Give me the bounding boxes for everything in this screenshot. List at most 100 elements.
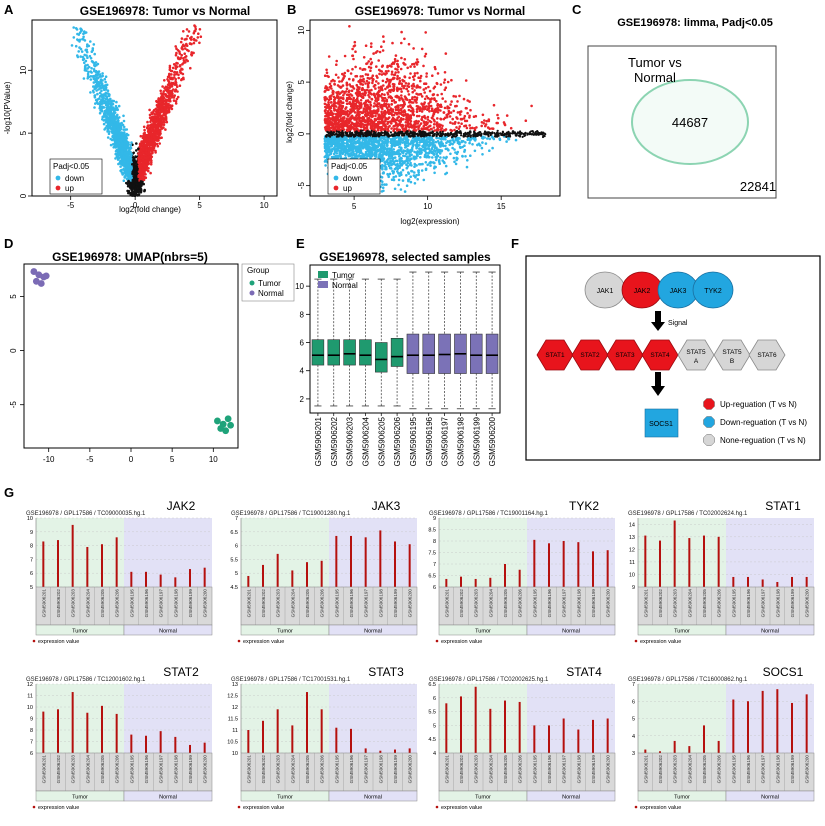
ma-point — [383, 148, 386, 151]
volcano-point — [154, 119, 157, 122]
ma-point — [397, 104, 400, 107]
ma-point — [325, 153, 328, 156]
ma-point — [397, 71, 400, 74]
volcano-point — [181, 68, 184, 71]
ma-point — [344, 72, 347, 75]
volcano-point — [118, 145, 121, 148]
volcano-point — [159, 90, 162, 93]
ma-point — [428, 125, 431, 128]
volcano-point — [106, 118, 109, 121]
volcano-xtick-label: 5 — [197, 201, 202, 210]
ma-point — [424, 31, 427, 34]
ma-point — [409, 104, 412, 107]
ma-point — [391, 178, 394, 181]
volcano-point — [198, 42, 201, 45]
volcano-point — [160, 105, 163, 108]
panel-letter-a: A — [4, 2, 14, 17]
volcano-point — [189, 67, 192, 70]
ma-point — [404, 190, 407, 193]
volcano-point — [158, 130, 161, 133]
ma-point — [365, 44, 368, 47]
ma-point — [407, 90, 410, 93]
volcano-point — [117, 117, 120, 120]
ma-point — [425, 72, 428, 75]
volcano-point — [127, 161, 130, 164]
volcano-point — [166, 103, 169, 106]
volcano-point — [144, 144, 147, 147]
volcano-point — [101, 110, 104, 113]
ma-point — [393, 128, 396, 131]
ma-point — [353, 45, 356, 48]
ma-point — [449, 140, 452, 143]
ma-point — [436, 82, 439, 85]
volcano-point — [141, 173, 144, 176]
volcano-point — [76, 38, 79, 41]
volcano-point — [165, 115, 168, 118]
ma-point — [335, 74, 338, 77]
ma-point — [346, 82, 349, 85]
ma-point — [393, 151, 396, 154]
ma-point — [400, 68, 403, 71]
ma-point — [452, 110, 455, 113]
ma-point — [468, 142, 471, 145]
ma-point — [407, 82, 410, 85]
volcano-point — [177, 96, 180, 99]
volcano-point — [169, 90, 172, 93]
volcano-point — [86, 49, 89, 52]
volcano-point — [107, 136, 110, 139]
ma-point — [488, 149, 491, 152]
volcano-point — [93, 81, 96, 84]
ma-point — [469, 109, 472, 112]
ma-point — [413, 65, 416, 68]
ma-point — [466, 127, 469, 130]
volcano-point — [178, 58, 181, 61]
volcano-legend-title: Padj<0.05 — [53, 162, 90, 171]
ma-point — [510, 127, 513, 130]
ma-point — [375, 150, 378, 153]
ma-point — [329, 96, 332, 99]
volcano-point — [142, 137, 145, 140]
volcano-point — [179, 64, 182, 67]
ma-point — [389, 157, 392, 160]
volcano-point — [85, 60, 88, 63]
volcano-point — [155, 100, 158, 103]
ma-point — [360, 99, 363, 102]
volcano-point — [95, 89, 98, 92]
volcano-point — [133, 157, 136, 160]
ma-point — [398, 99, 401, 102]
ma-point — [429, 98, 432, 101]
volcano-point — [94, 65, 97, 68]
volcano-point — [144, 154, 147, 157]
ma-point — [335, 91, 338, 94]
volcano-ytick-label: 5 — [19, 130, 28, 135]
ma-point — [414, 182, 417, 185]
volcano-title: GSE196978: Tumor vs Normal — [80, 4, 251, 18]
ma-point — [367, 73, 370, 76]
ma-point — [437, 72, 440, 75]
ma-point — [387, 140, 390, 143]
volcano-point — [136, 194, 139, 197]
ma-point — [425, 168, 428, 171]
volcano-point — [150, 132, 153, 135]
volcano-point — [100, 75, 103, 78]
ma-point — [468, 115, 471, 118]
ma-point — [396, 170, 399, 173]
volcano-point — [148, 150, 151, 153]
volcano-point — [174, 90, 177, 93]
ma-point — [466, 159, 469, 162]
volcano-point — [158, 125, 161, 128]
volcano-point — [170, 73, 173, 76]
ma-point — [471, 127, 474, 130]
volcano-point — [97, 85, 100, 88]
volcano-point — [188, 30, 191, 33]
volcano-point — [102, 97, 105, 100]
ma-point — [434, 86, 437, 89]
ma-point — [464, 115, 467, 118]
ma-point — [400, 90, 403, 93]
volcano-point — [180, 41, 183, 44]
ma-point — [493, 104, 496, 107]
ma-point — [342, 94, 345, 97]
ma-point — [400, 31, 403, 34]
ma-point — [444, 100, 447, 103]
